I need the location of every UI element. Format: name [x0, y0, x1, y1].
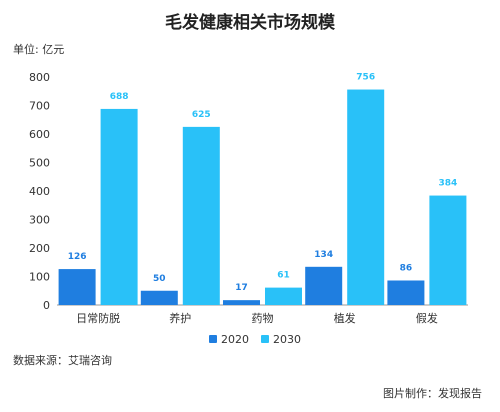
image-credit: 图片制作：发现报告 [383, 387, 482, 400]
bar-2030 [347, 89, 385, 305]
y-tick-label: 200 [29, 242, 50, 255]
data-label-2030: 384 [439, 179, 458, 189]
bar-2020 [140, 290, 178, 305]
chart-title: 毛发健康相关市场规模 [165, 13, 335, 33]
y-tick-label: 700 [29, 100, 50, 113]
data-source-note: 数据来源：艾瑞咨询 [13, 354, 112, 367]
y-tick-label: 600 [29, 128, 50, 141]
y-tick-label: 100 [29, 271, 50, 284]
legend-swatch-2030 [261, 335, 269, 343]
x-tick-label: 养护 [169, 311, 191, 325]
data-label-2030: 625 [192, 110, 211, 120]
bar-2030 [182, 126, 220, 305]
bar-2030 [429, 195, 467, 305]
data-label-2030: 61 [277, 271, 290, 281]
x-tick-label: 假发 [416, 311, 438, 325]
data-label-2030: 756 [356, 73, 375, 83]
data-label-2020: 17 [235, 283, 248, 293]
x-tick-label: 药物 [252, 311, 274, 325]
y-tick-label: 500 [29, 157, 50, 170]
bar-2030 [265, 287, 302, 305]
legend-label-2020: 2020 [221, 333, 249, 346]
legend-swatch-2020 [209, 335, 217, 343]
y-tick-label: 0 [43, 299, 50, 312]
bar-2020 [387, 280, 425, 305]
x-tick-label: 日常防脱 [76, 311, 120, 325]
data-label-2020: 126 [68, 252, 87, 262]
data-label-2020: 50 [153, 274, 166, 284]
data-label-2020: 134 [314, 250, 333, 260]
x-tick-label: 植发 [334, 311, 356, 325]
data-label-2030: 688 [110, 92, 129, 102]
y-tick-label: 800 [29, 71, 50, 84]
bar-2030 [100, 108, 138, 305]
legend-label-2030: 2030 [273, 333, 301, 346]
bar-2020 [305, 266, 343, 305]
y-tick-label: 300 [29, 214, 50, 227]
bar-2020 [223, 300, 260, 305]
bar-2020 [58, 269, 96, 305]
unit-label: 单位: 亿元 [13, 43, 65, 56]
data-label-2020: 86 [400, 263, 413, 273]
y-tick-label: 400 [29, 185, 50, 198]
